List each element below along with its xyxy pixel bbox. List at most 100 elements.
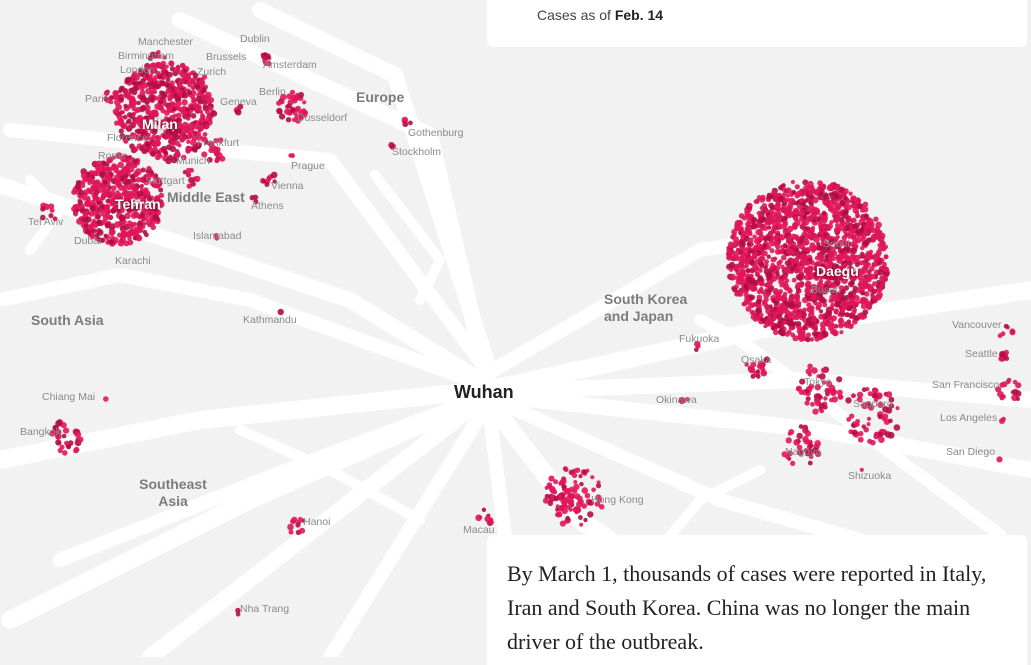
case-dot (877, 269, 884, 276)
case-dot (748, 294, 754, 301)
case-dot (581, 487, 588, 494)
case-dot (101, 160, 108, 167)
case-dot (207, 105, 212, 111)
city-fukuoka: Fukuoka (679, 333, 720, 345)
case-dot (795, 386, 801, 391)
case-dot (120, 228, 127, 235)
case-dot (172, 124, 179, 131)
case-dot (836, 376, 843, 383)
case-dot (841, 235, 847, 241)
case-dot (843, 224, 850, 232)
case-dot (853, 222, 860, 229)
case-dot (770, 228, 776, 233)
case-dot (150, 224, 156, 231)
case-dot (181, 99, 188, 106)
case-dot (173, 87, 178, 92)
case-dot (856, 199, 861, 204)
case-dot (764, 304, 770, 309)
case-dot (598, 504, 605, 510)
case-dot (100, 219, 107, 225)
case-dot (140, 197, 147, 204)
case-dot (590, 475, 595, 480)
case-dot (553, 479, 559, 485)
case-dot (778, 311, 783, 316)
case-dot (805, 396, 811, 402)
case-dot (782, 281, 788, 287)
case-dot (141, 117, 148, 124)
case-dot (743, 283, 749, 290)
case-dot (856, 396, 863, 403)
case-dot (132, 221, 137, 227)
case-dot (192, 72, 199, 79)
case-dot (881, 416, 887, 422)
case-dot (888, 418, 893, 424)
case-dot (880, 275, 888, 282)
case-dot (777, 249, 782, 255)
case-dot (745, 228, 752, 236)
city-stuttgart: Stuttgart (145, 175, 185, 187)
case-dot (96, 160, 103, 167)
case-dot (847, 266, 853, 272)
case-dot (122, 114, 128, 120)
case-dot (568, 507, 573, 512)
case-dot (838, 216, 845, 223)
case-dot (852, 238, 858, 244)
case-dot (158, 187, 164, 193)
case-dot (830, 389, 837, 397)
case-dot (116, 209, 121, 214)
case-dot (742, 251, 749, 258)
case-dots (40, 50, 1022, 617)
case-dot (807, 460, 813, 466)
case-dot (206, 157, 213, 163)
case-dot (86, 187, 91, 192)
case-dot (200, 114, 206, 120)
case-dot (117, 232, 122, 238)
case-dot (736, 223, 741, 229)
case-dot (776, 215, 782, 222)
case-dot (865, 303, 872, 310)
city-manchester: Manchester (138, 36, 193, 48)
case-dot (235, 607, 241, 614)
region-korea-japan: South Korea and Japan (604, 291, 687, 325)
case-dot (844, 270, 849, 275)
case-dot (684, 397, 690, 402)
case-dot (744, 263, 749, 268)
case-dot (292, 111, 298, 116)
city-geneva: Geneva (220, 96, 257, 108)
case-dot (170, 101, 176, 107)
case-dot (153, 120, 159, 126)
case-dot (809, 215, 815, 220)
case-dot (123, 195, 130, 202)
case-dot (1000, 331, 1006, 337)
case-dot (542, 497, 550, 504)
case-dot (678, 397, 686, 404)
case-dot (851, 429, 858, 436)
case-dot (563, 491, 568, 496)
case-dot (873, 253, 878, 258)
case-dot (819, 408, 825, 414)
case-dot (279, 99, 285, 105)
case-dot (574, 493, 581, 500)
case-dot (203, 139, 209, 145)
case-dot (882, 266, 889, 273)
case-dot (204, 123, 210, 129)
city-vienna: Vienna (271, 180, 304, 192)
case-dot (748, 237, 754, 243)
case-dot (768, 202, 774, 209)
hub-label-milan: Milan (142, 116, 178, 132)
city-okinawa: Okinawa (656, 394, 697, 406)
case-dot (115, 152, 123, 160)
case-dot (797, 267, 803, 274)
case-dot (145, 124, 152, 130)
case-dot (814, 275, 820, 281)
case-dot (848, 191, 853, 196)
case-dot (804, 400, 810, 406)
city-sapporo: Sapporo (853, 398, 893, 410)
case-dot (109, 229, 116, 235)
case-dot (827, 223, 834, 229)
case-dot (848, 293, 854, 299)
case-dot (758, 260, 764, 267)
case-dot (302, 100, 307, 105)
case-dot (125, 178, 132, 185)
case-dot (75, 180, 81, 186)
